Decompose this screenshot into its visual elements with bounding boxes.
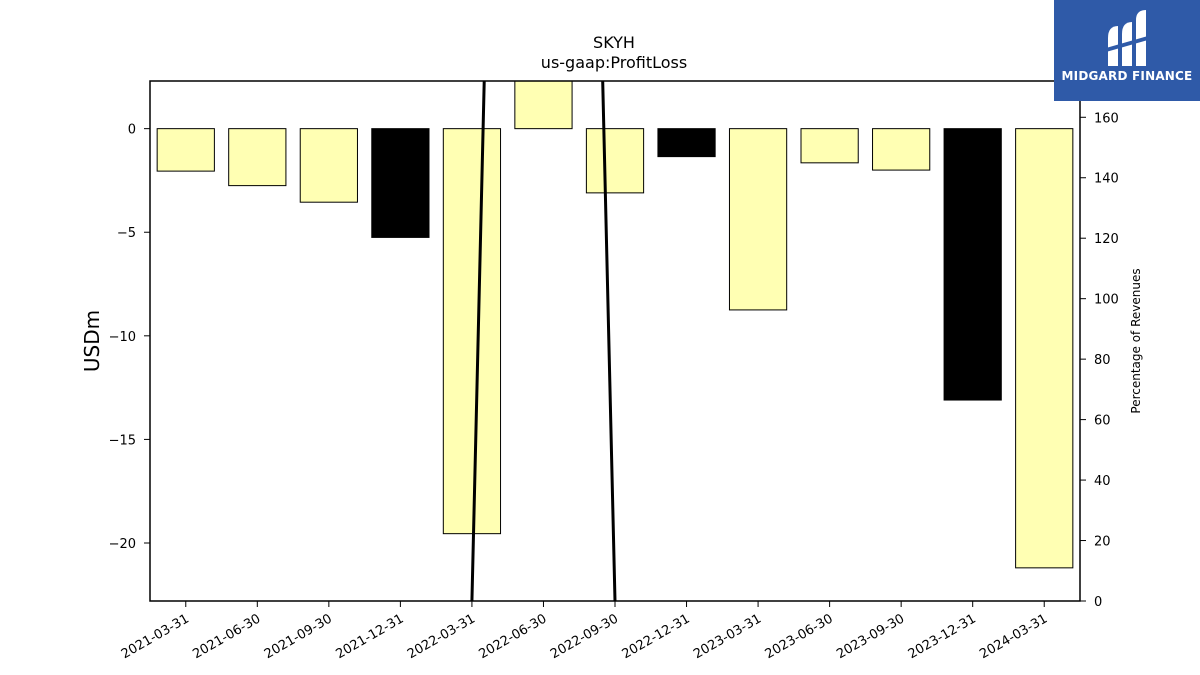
bar-2023-06-30 — [800, 128, 859, 164]
y2-tick-label: 20 — [1094, 535, 1111, 550]
x-tick-label: 2022-12-31 — [620, 611, 693, 662]
y-tick-label: −15 — [109, 433, 136, 448]
y-tick-label: 0 — [128, 123, 136, 138]
x-tick-label: 2022-09-30 — [548, 611, 621, 662]
labels-layer: SKYH us-gaap:ProfitLoss USDm Percentage … — [80, 33, 1143, 414]
x-tick-label: 2022-06-30 — [477, 611, 550, 662]
bar-2022-09-30 — [585, 128, 645, 194]
y-tick-label: −5 — [117, 226, 136, 241]
y2-tick-label: 140 — [1094, 172, 1119, 187]
bar-2021-12-31 — [371, 128, 430, 238]
bar-2021-06-30 — [228, 128, 287, 187]
y2-tick-label: 0 — [1094, 595, 1102, 610]
x-tick-label: 2023-03-31 — [691, 611, 764, 662]
y2-tick-label: 160 — [1094, 111, 1119, 126]
x-tick-label: 2022-03-31 — [405, 611, 478, 662]
y2-tick-label: 100 — [1094, 293, 1119, 308]
x-tick-label: 2021-06-30 — [190, 611, 263, 662]
bar-2022-03-31 — [442, 128, 502, 535]
y-tick-label: −20 — [109, 537, 136, 552]
bar-2024-03-31 — [1015, 128, 1074, 569]
bar-2022-12-31 — [657, 128, 716, 158]
midgard-logo-icon — [1106, 10, 1148, 66]
chart-subtitle: us-gaap:ProfitLoss — [541, 53, 687, 72]
x-tick-label: 2023-09-30 — [834, 611, 907, 662]
x-tick-label: 2021-12-31 — [333, 611, 406, 662]
y2-tick-label: 40 — [1094, 474, 1111, 489]
bar-2023-03-31 — [728, 128, 788, 311]
x-tick-label: 2021-09-30 — [262, 611, 335, 662]
brand-logo: MIDGARD FINANCE — [1054, 0, 1200, 101]
y-axis-label: USDm — [80, 310, 104, 372]
bar-2023-12-31 — [943, 128, 1002, 401]
logo-text: MIDGARD FINANCE — [1061, 69, 1193, 83]
bar-2022-06-30 — [514, 81, 573, 130]
y2-tick-label: 60 — [1094, 414, 1111, 429]
y2-tick-label: 120 — [1094, 232, 1119, 247]
x-tick-label: 2024-03-31 — [977, 611, 1050, 662]
y2-tick-label: 80 — [1094, 353, 1111, 368]
bars-layer — [156, 81, 1074, 569]
x-tick-label: 2021-03-31 — [119, 611, 192, 662]
x-tick-label: 2023-06-30 — [763, 611, 836, 662]
bar-2021-03-31 — [156, 128, 215, 172]
x-tick-label: 2023-12-31 — [906, 611, 979, 662]
chart-title: SKYH — [593, 33, 635, 52]
y2-axis-label: Percentage of Revenues — [1129, 268, 1143, 413]
bar-2023-09-30 — [872, 128, 931, 171]
y-tick-label: −10 — [109, 330, 136, 345]
bar-2021-09-30 — [299, 128, 358, 203]
